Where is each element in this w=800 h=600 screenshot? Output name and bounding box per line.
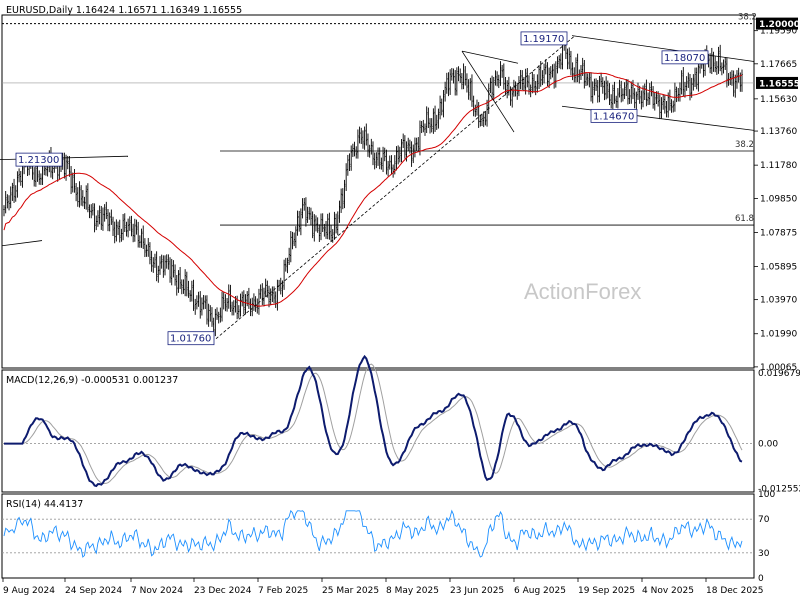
price-tick-label: 1.07875 <box>760 228 797 238</box>
rsi-label: RSI(14) 44.4137 <box>6 499 83 510</box>
date-tick-label: 8 May 2025 <box>386 586 439 596</box>
trendline <box>461 50 515 133</box>
pivot-label-box <box>167 331 215 346</box>
price-tick-label: 1.17665 <box>760 60 797 70</box>
date-tick-label: 7 Feb 2025 <box>258 586 308 596</box>
pivot-label: 1.19170 <box>523 34 564 45</box>
fib-label: 38.2 <box>738 13 757 23</box>
price-tick-label: 1.00065 <box>760 363 797 373</box>
fib-label: 38.2 <box>735 140 754 150</box>
macd-label: MACD(12,26,9) -0.000531 0.001237 <box>6 375 178 386</box>
macd-tick-label: -0.012552 <box>758 485 800 495</box>
price-level-badge <box>756 76 798 89</box>
price-level-label: 1.16555 <box>759 79 800 89</box>
chart-header: EURUSD,Daily 1.16424 1.16571 1.16349 1.1… <box>6 5 242 16</box>
pivot-label-box <box>661 50 709 65</box>
price-tick-label: 1.01990 <box>760 330 797 340</box>
price-level-badge <box>756 17 798 30</box>
pivot-label: 1.01760 <box>170 334 211 345</box>
date-tick-label: 25 Mar 2025 <box>322 586 379 596</box>
trendline <box>571 35 755 62</box>
fib-label: 61.8 <box>735 214 754 224</box>
price-level-label: 1.20000 <box>759 20 800 30</box>
rsi-tick-label: 100 <box>758 490 775 500</box>
date-tick-label: 6 Aug 2025 <box>514 586 566 596</box>
pivot-label: 1.18070 <box>664 53 705 64</box>
macd-pane <box>1 369 755 493</box>
rsi-tick-label: 0 <box>758 574 764 584</box>
rsi-tick-label: 30 <box>758 549 770 559</box>
price-tick-label: 1.09850 <box>760 194 797 204</box>
pivot-label: 1.14670 <box>593 111 634 122</box>
price-tick-label: 1.11780 <box>760 161 797 171</box>
macd-tick-label: 0.00 <box>758 440 778 450</box>
pivot-label-box <box>15 152 63 167</box>
macd-tick-label: 0.019679 <box>758 369 800 379</box>
price-pane <box>1 14 755 369</box>
trendline <box>1 240 43 247</box>
date-tick-label: 23 Dec 2024 <box>194 586 252 596</box>
date-tick-label: 9 Aug 2024 <box>3 586 55 596</box>
price-tick-label: 1.15630 <box>760 95 797 105</box>
price-tick-label: 1.19590 <box>760 27 797 37</box>
date-tick-label: 4 Nov 2025 <box>642 586 694 596</box>
macd-signal-line <box>4 363 743 485</box>
price-tick-label: 1.13760 <box>760 127 797 137</box>
price-tick-label: 1.05895 <box>760 262 797 272</box>
date-tick-label: 7 Nov 2024 <box>131 586 183 596</box>
date-tick-label: 19 Sep 2025 <box>578 586 635 596</box>
rsi-line <box>3 509 743 558</box>
watermark: ActionForex <box>524 279 641 304</box>
pivot-label-box <box>520 31 568 46</box>
rsi-pane <box>1 493 755 579</box>
macd-line <box>4 354 743 488</box>
rsi-tick-label: 70 <box>758 515 770 525</box>
date-tick-label: 24 Sep 2024 <box>65 586 122 596</box>
pivot-label-box <box>590 108 638 123</box>
price-tick-label: 1.03970 <box>760 296 797 306</box>
trendline <box>215 35 576 340</box>
trendline <box>461 50 519 64</box>
moving-average-line <box>3 72 743 307</box>
pivot-label: 1.21300 <box>18 155 59 166</box>
date-tick-label: 23 Jun 2025 <box>450 586 504 596</box>
date-tick-label: 18 Dec 2025 <box>706 586 764 596</box>
